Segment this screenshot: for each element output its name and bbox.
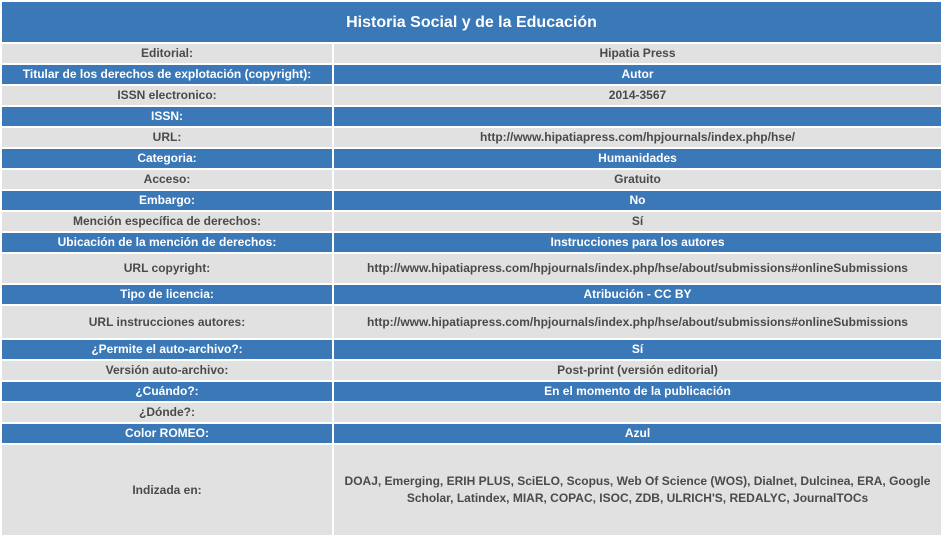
table-row: Versión auto-archivo: Post-print (versión…: [2, 361, 941, 380]
table-row: Embargo: No: [2, 191, 941, 210]
table-row: Color ROMEO: Azul: [2, 424, 941, 443]
table-row: URL copyright: http://www.hipatiapress.co…: [2, 254, 941, 283]
table-row: Titular de los derechos de explotación (…: [2, 65, 941, 84]
row-value: Azul: [334, 424, 941, 443]
row-label: ¿Dónde?:: [2, 403, 332, 422]
table-row: ¿Cuándo?: En el momento de la publicación: [2, 382, 941, 401]
row-label: URL instrucciones autores:: [2, 306, 332, 338]
row-value: Post-print (versión editorial): [334, 361, 941, 380]
row-value: Hipatia Press: [334, 44, 941, 63]
row-label: Tipo de licencia:: [2, 285, 332, 304]
row-label: URL copyright:: [2, 254, 332, 283]
row-label: ¿Permite el auto-archivo?:: [2, 340, 332, 359]
table-row: ¿Permite el auto-archivo?: Sí: [2, 340, 941, 359]
row-value: Gratuito: [334, 170, 941, 189]
table-row: Acceso: Gratuito: [2, 170, 941, 189]
row-value: http://www.hipatiapress.com/hpjournals/i…: [334, 254, 941, 283]
row-label: Titular de los derechos de explotación (…: [2, 65, 332, 84]
table-row: Editorial: Hipatia Press: [2, 44, 941, 63]
row-value: Atribución - CC BY: [334, 285, 941, 304]
table-row: Mención específica de derechos: Sí: [2, 212, 941, 231]
row-value: En el momento de la publicación: [334, 382, 941, 401]
table-row: URL: http://www.hipatiapress.com/hpjourna…: [2, 128, 941, 147]
table-row: ¿Dónde?:: [2, 403, 941, 422]
row-value: DOAJ, Emerging, ERIH PLUS, SciELO, Scopu…: [334, 445, 941, 535]
row-value: http://www.hipatiapress.com/hpjournals/i…: [334, 306, 941, 338]
title-row: Historia Social y de la Educación: [2, 2, 941, 42]
row-label: Embargo:: [2, 191, 332, 210]
row-value: Autor: [334, 65, 941, 84]
journal-table: Historia Social y de la Educación Editor…: [2, 2, 941, 535]
row-value: 2014-3567: [334, 86, 941, 105]
row-value: No: [334, 191, 941, 210]
table-row: Tipo de licencia: Atribución - CC BY: [2, 285, 941, 304]
row-value: Sí: [334, 212, 941, 231]
row-label: Categoria:: [2, 149, 332, 168]
row-value: [334, 403, 941, 422]
row-label: Versión auto-archivo:: [2, 361, 332, 380]
row-label: ISSN:: [2, 107, 332, 126]
row-label: Ubicación de la mención de derechos:: [2, 233, 332, 252]
row-value: [334, 107, 941, 126]
row-value: Instrucciones para los autores: [334, 233, 941, 252]
row-label: Mención específica de derechos:: [2, 212, 332, 231]
table-row: URL instrucciones autores: http://www.hip…: [2, 306, 941, 338]
table-row: ISSN:: [2, 107, 941, 126]
row-value: Humanidades: [334, 149, 941, 168]
table-row: ISSN electronico: 2014-3567: [2, 86, 941, 105]
row-value: Sí: [334, 340, 941, 359]
row-label: ¿Cuándo?:: [2, 382, 332, 401]
row-value: http://www.hipatiapress.com/hpjournals/i…: [334, 128, 941, 147]
row-label: ISSN electronico:: [2, 86, 332, 105]
table-row: Indizada en: DOAJ, Emerging, ERIH PLUS, S…: [2, 445, 941, 535]
row-label: Color ROMEO:: [2, 424, 332, 443]
row-label: Editorial:: [2, 44, 332, 63]
table-row: Ubicación de la mención de derechos: Inst…: [2, 233, 941, 252]
table-row: Categoria: Humanidades: [2, 149, 941, 168]
row-label: Indizada en:: [2, 445, 332, 535]
row-label: URL:: [2, 128, 332, 147]
row-label: Acceso:: [2, 170, 332, 189]
title: Historia Social y de la Educación: [2, 2, 941, 42]
